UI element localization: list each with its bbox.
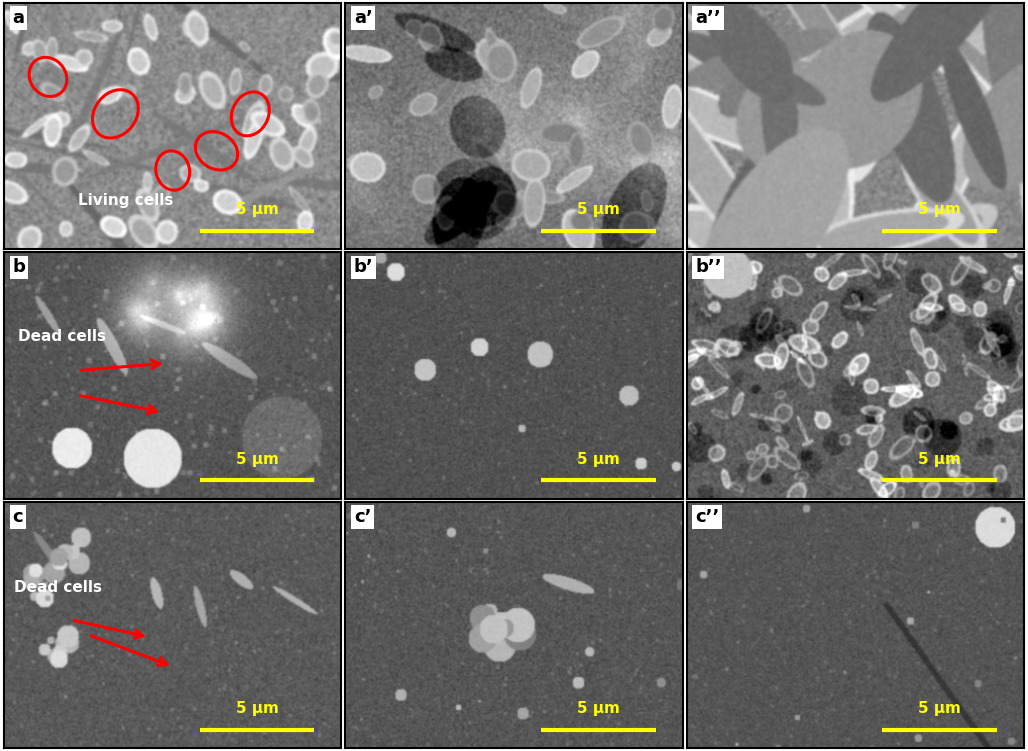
Text: b: b bbox=[12, 258, 26, 276]
Text: 5 μm: 5 μm bbox=[235, 701, 279, 716]
Text: 5 μm: 5 μm bbox=[577, 701, 620, 716]
Text: Dead cells: Dead cells bbox=[14, 581, 102, 596]
Text: 5 μm: 5 μm bbox=[918, 451, 961, 466]
Text: Living cells: Living cells bbox=[78, 192, 174, 207]
Text: b’: b’ bbox=[354, 258, 373, 276]
Text: 5 μm: 5 μm bbox=[918, 202, 961, 217]
Text: 5 μm: 5 μm bbox=[235, 202, 279, 217]
Text: 5 μm: 5 μm bbox=[577, 202, 620, 217]
Text: a: a bbox=[12, 9, 25, 27]
Text: c’: c’ bbox=[354, 508, 371, 526]
Text: c’’: c’’ bbox=[695, 508, 720, 526]
Text: 5 μm: 5 μm bbox=[577, 451, 620, 466]
Text: a’’: a’’ bbox=[695, 9, 721, 27]
Text: 5 μm: 5 μm bbox=[918, 701, 961, 716]
Text: c: c bbox=[12, 508, 24, 526]
Text: 5 μm: 5 μm bbox=[235, 451, 279, 466]
Text: Dead cells: Dead cells bbox=[17, 329, 106, 343]
Text: b’’: b’’ bbox=[695, 258, 722, 276]
Text: a’: a’ bbox=[354, 9, 373, 27]
